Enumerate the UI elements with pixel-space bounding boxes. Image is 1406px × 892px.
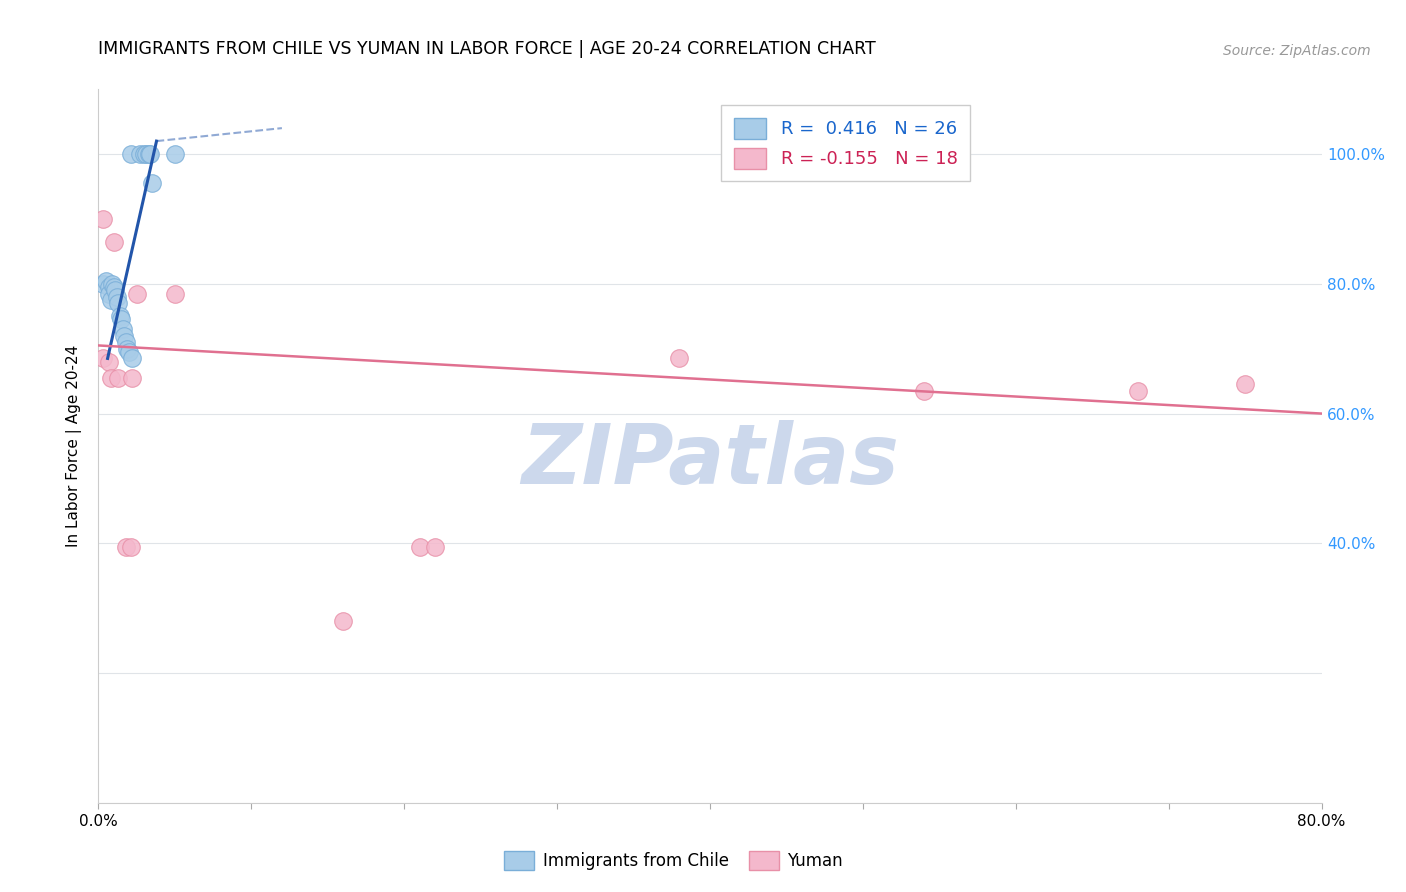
Point bbox=[141, 176, 163, 190]
Point bbox=[134, 147, 156, 161]
Point bbox=[104, 283, 127, 297]
Point bbox=[332, 614, 354, 628]
Point bbox=[91, 277, 114, 291]
Point bbox=[103, 280, 125, 294]
Point bbox=[98, 280, 121, 294]
Point bbox=[94, 274, 117, 288]
Point bbox=[91, 351, 114, 366]
Point bbox=[912, 384, 935, 398]
Legend: Immigrants from Chile, Yuman: Immigrants from Chile, Yuman bbox=[498, 844, 849, 877]
Point bbox=[100, 371, 122, 385]
Point bbox=[101, 277, 124, 291]
Point bbox=[103, 235, 125, 249]
Point bbox=[100, 293, 122, 307]
Point bbox=[139, 147, 162, 161]
Point bbox=[163, 286, 186, 301]
Point bbox=[117, 342, 139, 356]
Point bbox=[408, 540, 430, 554]
Point bbox=[115, 540, 138, 554]
Y-axis label: In Labor Force | Age 20-24: In Labor Force | Age 20-24 bbox=[66, 345, 83, 547]
Point bbox=[111, 322, 134, 336]
Point bbox=[135, 147, 157, 161]
Point bbox=[110, 312, 132, 326]
Point bbox=[112, 328, 135, 343]
Point bbox=[121, 371, 143, 385]
Point bbox=[107, 296, 129, 310]
Point bbox=[120, 147, 142, 161]
Point bbox=[668, 351, 690, 366]
Text: Source: ZipAtlas.com: Source: ZipAtlas.com bbox=[1223, 44, 1371, 58]
Point bbox=[128, 147, 150, 161]
Point bbox=[163, 147, 186, 161]
Point bbox=[423, 540, 446, 554]
Point bbox=[125, 286, 148, 301]
Point bbox=[91, 211, 114, 226]
Point bbox=[120, 540, 142, 554]
Point bbox=[118, 345, 141, 359]
Point bbox=[121, 351, 143, 366]
Point bbox=[108, 310, 131, 324]
Text: IMMIGRANTS FROM CHILE VS YUMAN IN LABOR FORCE | AGE 20-24 CORRELATION CHART: IMMIGRANTS FROM CHILE VS YUMAN IN LABOR … bbox=[98, 40, 876, 58]
Point bbox=[98, 286, 121, 301]
Point bbox=[115, 335, 138, 350]
Point bbox=[107, 371, 129, 385]
Text: ZIPatlas: ZIPatlas bbox=[522, 420, 898, 500]
Point bbox=[138, 147, 160, 161]
Point bbox=[1234, 377, 1257, 392]
Point bbox=[105, 290, 128, 304]
Point bbox=[98, 354, 121, 368]
Point bbox=[1128, 384, 1150, 398]
